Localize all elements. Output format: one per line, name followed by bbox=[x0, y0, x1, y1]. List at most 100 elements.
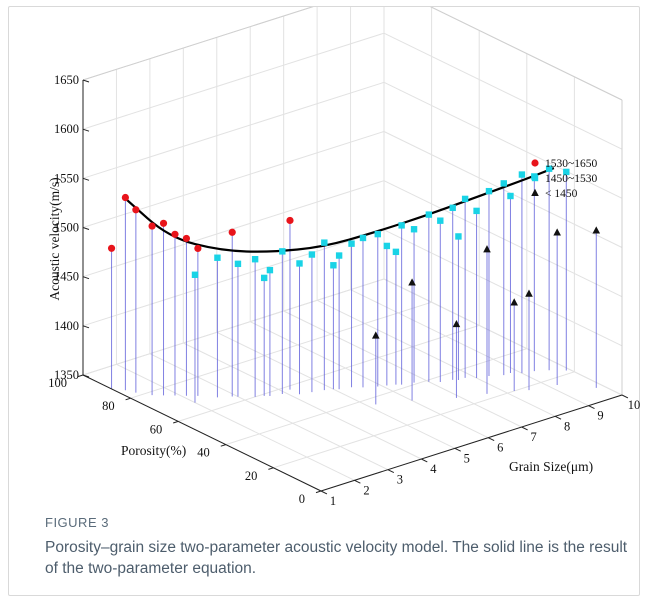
grid-line bbox=[383, 278, 623, 396]
x-tick bbox=[454, 447, 461, 452]
y-tick bbox=[220, 444, 226, 447]
x-tick-label: 8 bbox=[564, 419, 570, 433]
x-tick bbox=[354, 479, 361, 484]
y-tick bbox=[77, 374, 84, 378]
x-tick-label: 1 bbox=[330, 494, 336, 507]
data-point-square bbox=[500, 180, 507, 187]
x-tick bbox=[488, 437, 495, 442]
z-tick-label: 1650 bbox=[54, 73, 79, 87]
grid-line bbox=[383, 229, 623, 347]
grid-line bbox=[82, 32, 385, 130]
grid-line bbox=[183, 342, 422, 460]
data-point-square bbox=[330, 262, 337, 269]
data-point-circle bbox=[121, 193, 129, 202]
data-point-square bbox=[398, 222, 405, 229]
y-axis-label: Porosity(%) bbox=[121, 443, 186, 458]
data-point-square bbox=[507, 192, 514, 200]
data-point-square bbox=[279, 248, 286, 255]
grid-line bbox=[430, 7, 623, 101]
x-tick bbox=[554, 415, 562, 420]
grid-line bbox=[82, 81, 385, 179]
legend-marker-square bbox=[531, 174, 539, 182]
grid-line bbox=[383, 32, 623, 150]
data-point-square bbox=[335, 252, 343, 259]
grid-line bbox=[316, 299, 556, 417]
legend-label: 1450~1530 bbox=[545, 173, 597, 185]
data-point-circle bbox=[148, 222, 156, 230]
data-point-square bbox=[251, 256, 259, 263]
y-tick-label: 60 bbox=[150, 422, 163, 436]
data-point-circle bbox=[171, 230, 179, 238]
x-tick bbox=[521, 426, 528, 431]
data-point-square bbox=[383, 242, 391, 250]
x-tick bbox=[387, 469, 395, 474]
data-point-triangle bbox=[525, 289, 533, 297]
x-tick bbox=[320, 490, 328, 495]
grid-line bbox=[130, 301, 432, 399]
grid-line bbox=[383, 81, 623, 199]
data-point-circle bbox=[132, 206, 140, 214]
data-point-square bbox=[437, 217, 444, 224]
data-point-triangle bbox=[510, 298, 518, 306]
data-point-circle bbox=[159, 219, 168, 227]
data-point-square bbox=[392, 248, 400, 256]
grid-line bbox=[283, 310, 522, 428]
data-point-circle bbox=[286, 216, 294, 225]
x-tick-label: 9 bbox=[597, 409, 603, 423]
grid-line bbox=[383, 131, 623, 248]
y-tick bbox=[125, 397, 131, 401]
data-point-square bbox=[485, 187, 493, 195]
x-tick-label: 10 bbox=[628, 398, 641, 412]
grid-line bbox=[178, 324, 480, 422]
chart-3d-scatter: 1234567891002040608010013501400145015001… bbox=[47, 7, 641, 507]
z-tick bbox=[82, 325, 90, 329]
y-tick-label: 0 bbox=[299, 492, 305, 506]
figure-frame: 1 2 3 4 5 6 7 8 9 10 0 20 40 60 80 100 1350 1400 1450 1500 1… bbox=[8, 6, 640, 596]
data-point-square bbox=[214, 254, 221, 261]
data-point-square bbox=[321, 239, 328, 246]
z-tick bbox=[82, 227, 90, 230]
legend-label: 1530~1650 bbox=[545, 158, 597, 170]
data-point-square bbox=[234, 260, 242, 268]
data-point-circle bbox=[107, 244, 116, 252]
data-point-square bbox=[545, 165, 553, 172]
data-point-square bbox=[260, 274, 268, 282]
z-tick-label: 1450 bbox=[54, 270, 79, 284]
z-tick-label: 1600 bbox=[54, 122, 79, 136]
z-tick bbox=[82, 128, 90, 132]
box-edge bbox=[82, 7, 314, 81]
grid-line bbox=[273, 371, 575, 469]
x-tick-label: 7 bbox=[531, 430, 537, 444]
grid-line bbox=[149, 353, 389, 471]
data-point-square bbox=[518, 171, 526, 178]
legend-label: < 1450 bbox=[545, 188, 578, 200]
data-point-square bbox=[563, 168, 570, 176]
z-tick bbox=[82, 374, 90, 378]
z-tick bbox=[82, 79, 90, 83]
grid-line bbox=[82, 7, 314, 81]
grid-line bbox=[350, 289, 589, 407]
y-tick bbox=[268, 467, 274, 470]
figure-caption: Porosity–grain size two-parameter acoust… bbox=[45, 539, 628, 577]
x-tick-label: 3 bbox=[397, 473, 403, 487]
data-point-square bbox=[455, 233, 462, 240]
box-edge bbox=[430, 7, 623, 101]
data-point-square bbox=[296, 260, 303, 267]
y-tick-label: 100 bbox=[48, 376, 67, 390]
z-tick-label: 1350 bbox=[54, 368, 79, 382]
x-tick bbox=[588, 405, 595, 410]
data-point-square bbox=[473, 207, 480, 215]
data-point-square bbox=[191, 271, 199, 278]
data-point-triangle bbox=[483, 245, 491, 253]
grid-line bbox=[82, 131, 385, 228]
x-tick-label: 5 bbox=[464, 451, 470, 465]
x-tick-label: 2 bbox=[363, 483, 369, 497]
grid-line bbox=[383, 180, 623, 298]
x-axis-line bbox=[320, 394, 623, 492]
data-point-triangle bbox=[408, 278, 416, 286]
x-axis-label: Grain Size(μm) bbox=[509, 459, 593, 474]
data-point-square bbox=[425, 211, 433, 218]
z-tick bbox=[82, 276, 90, 280]
x-tick bbox=[421, 458, 428, 463]
y-tick bbox=[173, 420, 179, 424]
